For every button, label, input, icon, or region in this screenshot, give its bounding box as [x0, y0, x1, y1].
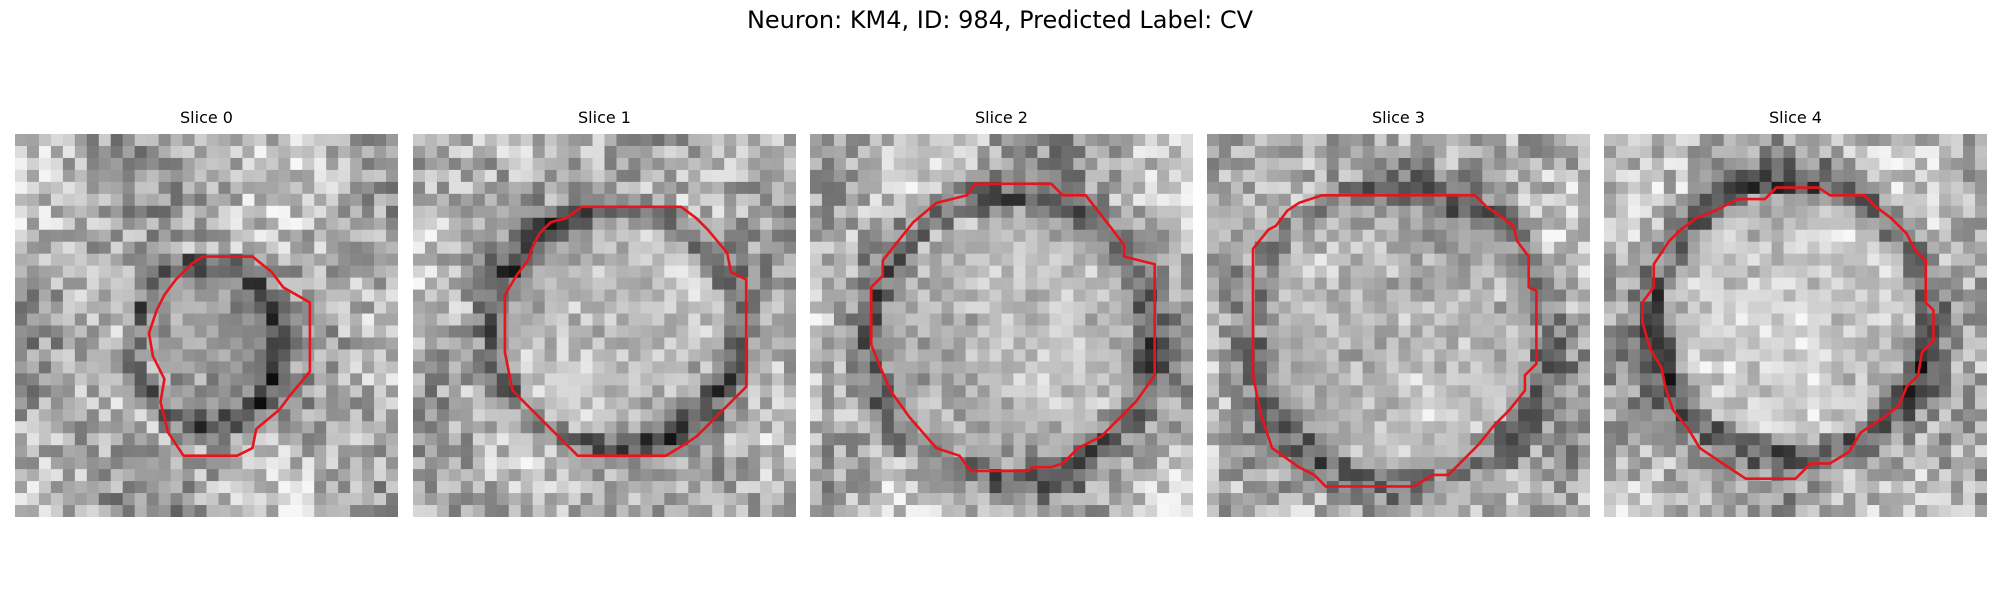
figure-title: Neuron: KM4, ID: 984, Predicted Label: C…: [746, 6, 1254, 34]
slice-panel-3: Slice 3: [1207, 108, 1590, 517]
segmentation-contour-0: [147, 255, 312, 458]
slice-grid-3: [1207, 134, 1590, 517]
slice-grid-2: [810, 134, 1193, 517]
slice-title-2: Slice 2: [975, 108, 1028, 127]
slice-pixels-1: [413, 134, 796, 517]
slice-pixels-2: [810, 134, 1193, 517]
slice-panel-4: Slice 4: [1604, 108, 1987, 517]
slice-image-0: [15, 134, 398, 517]
slice-title-0: Slice 0: [180, 108, 233, 127]
slice-image-3: [1207, 134, 1590, 517]
segmentation-contour-2: [869, 182, 1157, 473]
slice-title-3: Slice 3: [1372, 108, 1425, 127]
slice-pixels-0: [15, 134, 398, 517]
slice-pixels-4: [1604, 134, 1987, 517]
slice-title-1: Slice 1: [578, 108, 631, 127]
slice-image-1: [413, 134, 796, 517]
slice-panel-0: Slice 0: [15, 108, 398, 517]
segmentation-contour-3: [1251, 193, 1538, 488]
segmentation-contour-4: [1640, 186, 1935, 481]
slice-grid-0: [15, 134, 398, 517]
slice-title-4: Slice 4: [1769, 108, 1822, 127]
slice-image-2: [810, 134, 1193, 517]
slice-panel-2: Slice 2: [810, 108, 1193, 517]
slice-image-4: [1604, 134, 1987, 517]
slice-pixels-3: [1207, 134, 1590, 517]
segmentation-contour-1: [503, 205, 748, 458]
slice-panel-1: Slice 1: [413, 108, 796, 517]
slice-grid-1: [413, 134, 796, 517]
slice-grid-4: [1604, 134, 1987, 517]
